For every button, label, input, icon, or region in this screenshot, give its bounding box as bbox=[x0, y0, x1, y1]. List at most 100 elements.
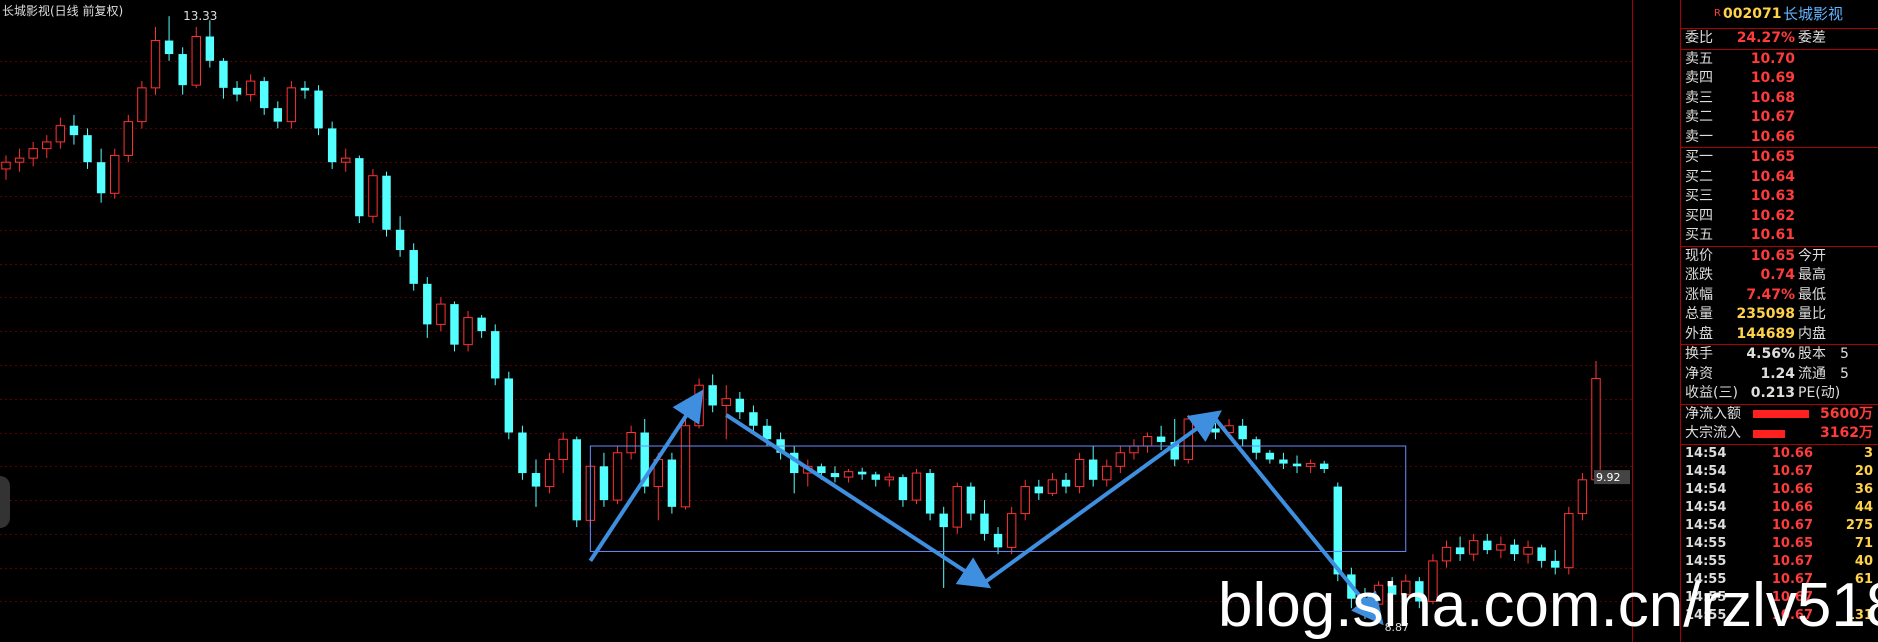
kline-svg[interactable]: 9.009.259.509.7510.0010.2510.5010.7511.0… bbox=[0, 0, 1636, 642]
candle-body bbox=[178, 54, 187, 86]
tick-row: 14:55 10.65 71 bbox=[1681, 535, 1878, 553]
bid-row: 买四 10.62 bbox=[1681, 207, 1878, 227]
candle-body bbox=[640, 432, 649, 487]
tick-price: 10.67 bbox=[1771, 517, 1813, 533]
candle-body bbox=[694, 384, 704, 427]
candle-body bbox=[667, 459, 677, 507]
candle-body bbox=[558, 438, 568, 461]
stat2-row: 收益(三) 0.213 PE(动) bbox=[1681, 384, 1878, 404]
candle-body bbox=[531, 473, 541, 487]
candle-body bbox=[952, 486, 962, 528]
trend-arrow bbox=[725, 413, 992, 589]
candle-body bbox=[1319, 463, 1329, 469]
candle-body bbox=[1468, 540, 1479, 555]
tick-volume: 3 bbox=[1863, 445, 1873, 461]
candle-body bbox=[857, 471, 867, 475]
stat2-label2: 股本 bbox=[1798, 346, 1826, 362]
kline-chart[interactable]: 9.009.259.509.7510.0010.2510.5010.7511.0… bbox=[0, 0, 1636, 642]
candle-body bbox=[749, 412, 758, 426]
candle-body bbox=[871, 474, 880, 480]
stat2-label: 换手 bbox=[1685, 346, 1713, 362]
candle-body bbox=[843, 471, 854, 478]
candle-body bbox=[1047, 479, 1058, 494]
ratio-row: 委比 24.27% 委差 bbox=[1681, 28, 1878, 49]
stat-label2: 量比 bbox=[1798, 306, 1826, 322]
candle-body bbox=[395, 229, 405, 251]
candle-body bbox=[1115, 452, 1126, 467]
bid-price: 10.61 bbox=[1750, 227, 1795, 243]
stat-value: 235098 bbox=[1736, 306, 1795, 322]
tick-volume: 71 bbox=[1854, 535, 1873, 551]
candle-body bbox=[993, 533, 1003, 548]
stat-value: 10.65 bbox=[1750, 247, 1795, 264]
tick-price: 10.67 bbox=[1771, 463, 1813, 479]
candle-body bbox=[232, 87, 242, 95]
candle-body bbox=[1006, 513, 1017, 548]
candle-body bbox=[1088, 459, 1098, 480]
candle-body bbox=[544, 459, 555, 488]
candle-body bbox=[1156, 436, 1166, 442]
candle-body bbox=[626, 432, 636, 454]
tick-volume: 275 bbox=[1845, 517, 1873, 533]
tick-time: 14:55 bbox=[1685, 553, 1727, 569]
candle-body bbox=[110, 154, 120, 194]
tick-price: 10.67 bbox=[1771, 607, 1813, 623]
bid-price: 10.63 bbox=[1750, 188, 1795, 204]
candle-body bbox=[1523, 546, 1533, 555]
candle-body bbox=[1279, 459, 1288, 464]
candle-body bbox=[1061, 479, 1071, 487]
candle-body bbox=[898, 477, 908, 501]
tick-price: 10.67 bbox=[1771, 553, 1813, 569]
stat2-label: 净资 bbox=[1685, 365, 1713, 382]
candle-body bbox=[450, 304, 459, 345]
candle-body bbox=[1483, 540, 1492, 551]
candle-body bbox=[69, 125, 79, 136]
candle-body bbox=[205, 36, 215, 61]
expand-handle[interactable] bbox=[0, 476, 10, 528]
bid-row: 买二 10.64 bbox=[1681, 168, 1878, 188]
flow-value: 3162万 bbox=[1820, 425, 1873, 441]
watermark: blog.sina.com.cn/rzlv518 bbox=[1218, 571, 1878, 640]
ask-label: 卖一 bbox=[1685, 128, 1713, 145]
r-marker: R bbox=[1714, 8, 1721, 19]
ask-label: 卖五 bbox=[1685, 50, 1713, 67]
stat-label: 涨幅 bbox=[1685, 286, 1713, 303]
stock-code: 002071 bbox=[1723, 6, 1782, 22]
stat-row: 涨幅 7.47% 最低 bbox=[1681, 286, 1878, 306]
ask-price: 10.67 bbox=[1750, 109, 1795, 125]
candle-body bbox=[96, 162, 106, 194]
flow-label: 大宗流入 bbox=[1685, 425, 1741, 441]
tick-row: 14:55 10.67 40 bbox=[1681, 553, 1878, 571]
stat-row: 总量 235098 量比 bbox=[1681, 305, 1878, 325]
candle-body bbox=[245, 80, 256, 96]
tick-row: 14:55 10.67 131 bbox=[1681, 607, 1878, 625]
candle-body bbox=[137, 87, 147, 123]
flow-value: 5600万 bbox=[1820, 405, 1873, 422]
candle-body bbox=[708, 385, 717, 406]
candle-body bbox=[286, 87, 297, 123]
candle-body bbox=[477, 317, 486, 332]
stat-value: 144689 bbox=[1736, 325, 1795, 342]
flow-bar-track bbox=[1753, 405, 1819, 425]
candle-body bbox=[1401, 580, 1411, 596]
tick-time: 14:55 bbox=[1685, 607, 1727, 623]
tick-row: 14:55 10.67 bbox=[1681, 589, 1878, 607]
stat2-label2: PE(动) bbox=[1798, 385, 1841, 401]
candle-body bbox=[55, 125, 66, 143]
ask-row: 卖二 10.67 bbox=[1681, 108, 1878, 128]
candle-body bbox=[817, 466, 826, 474]
low-label: 8.87 bbox=[1385, 621, 1410, 634]
candle-body bbox=[884, 476, 895, 481]
flow-bar bbox=[1753, 429, 1785, 438]
candle-body bbox=[1020, 486, 1030, 515]
tick-price: 10.66 bbox=[1771, 481, 1813, 497]
candle-body bbox=[599, 466, 609, 501]
candle-body bbox=[1238, 425, 1247, 440]
tick-time: 14:54 bbox=[1685, 481, 1727, 497]
tick-price: 10.67 bbox=[1771, 589, 1813, 605]
stat2-row: 净资 1.24 流通 5 bbox=[1681, 365, 1878, 385]
candle-body bbox=[314, 90, 323, 129]
candle-body bbox=[735, 398, 745, 413]
stat-label: 外盘 bbox=[1685, 325, 1713, 342]
candle-body bbox=[980, 513, 989, 534]
